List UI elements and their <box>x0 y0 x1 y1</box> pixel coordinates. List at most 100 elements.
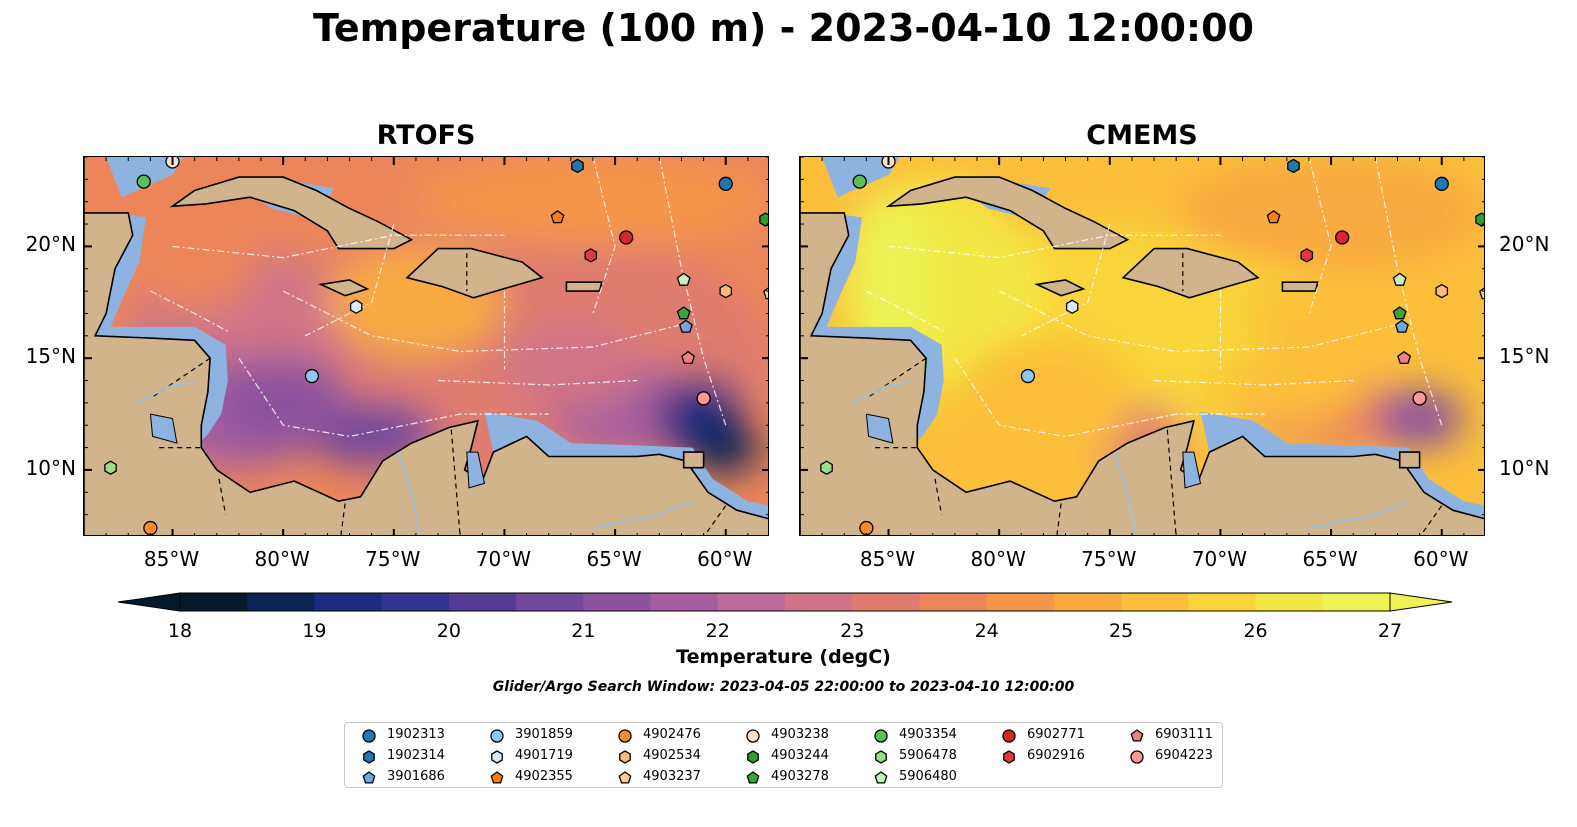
legend-marker-6902771 <box>1002 729 1016 743</box>
land <box>682 451 705 469</box>
colorbar-extend-low <box>117 592 181 612</box>
lake <box>149 413 178 444</box>
colorbar-tick-label: 19 <box>302 620 327 642</box>
colorbar-tick-label: 23 <box>840 620 865 642</box>
colorbar-tick-label: 22 <box>705 620 730 642</box>
colorbar-segment <box>1188 593 1257 611</box>
colorbar-segment <box>583 593 652 611</box>
land <box>169 176 414 250</box>
legend-label: 3901686 <box>387 769 445 784</box>
cmems-map <box>799 156 1485 536</box>
float-marker-4902534 <box>719 283 733 299</box>
float-marker-1902314 <box>1287 158 1300 174</box>
legend-marker-3901686 <box>362 771 376 784</box>
x-tick-label: 85°W <box>859 547 916 571</box>
country-border <box>1420 505 1443 535</box>
colorbar-tick-label: 27 <box>1377 620 1403 642</box>
river <box>1113 451 1137 535</box>
legend-label: 6904223 <box>1155 748 1213 763</box>
colorbar-label: Temperature (degC) <box>676 646 891 668</box>
float-marker-3901686 <box>678 319 693 333</box>
legend-marker-4903244 <box>747 750 759 764</box>
temperature-patch <box>954 335 1132 470</box>
x-tick-label: 70°W <box>1191 547 1248 571</box>
float-marker-4903354 <box>136 174 151 189</box>
shallow-water <box>811 212 944 444</box>
colorbar-segment <box>650 593 719 611</box>
lake <box>1182 451 1202 489</box>
legend-marker-3901859 <box>490 729 504 743</box>
maritime-boundary <box>172 234 505 259</box>
x-tick-label: 60°W <box>697 547 753 571</box>
legend-marker-4902355 <box>490 771 504 784</box>
legend-marker-6903111 <box>1130 729 1144 742</box>
legend-marker-1902313 <box>362 729 376 743</box>
legend-marker-4902534 <box>619 750 631 764</box>
maritime-boundary <box>1021 223 1111 337</box>
float-marker-3901859 <box>304 368 320 384</box>
search-window-note: Glider/Argo Search Window: 2023-04-05 22… <box>492 679 1075 695</box>
maritime-boundary <box>954 357 1265 438</box>
legend-label: 4902476 <box>643 727 701 742</box>
colorbar-tick-label: 18 <box>167 620 193 642</box>
legend-marker-4901719 <box>491 750 503 764</box>
colorbar-segment <box>448 593 517 611</box>
colorbar-tick-label: 26 <box>1243 620 1268 642</box>
panel-title-cmems: CMEMS <box>1086 120 1198 151</box>
land <box>318 279 370 297</box>
legend-label: 4903238 <box>771 727 829 742</box>
x-tick-label: 65°W <box>586 547 642 571</box>
maritime-boundary <box>658 157 727 426</box>
legend-label: 5906480 <box>899 769 957 784</box>
river <box>136 382 195 404</box>
x-tick-label: 80°W <box>970 547 1026 571</box>
legend-label: 5906478 <box>899 748 957 763</box>
colorbar-segment <box>986 593 1055 611</box>
float-marker-5906480 <box>676 272 691 286</box>
temperature-patch <box>216 358 350 448</box>
legend-marker-5906480 <box>874 771 888 784</box>
maritime-boundary <box>238 357 549 438</box>
country-border <box>150 357 211 399</box>
colorbar-segment <box>1322 593 1391 611</box>
float-marker-4903354 <box>852 174 867 189</box>
float-marker-4902355 <box>1266 210 1281 224</box>
country-border <box>704 505 727 535</box>
float-marker-6902916 <box>584 248 598 263</box>
colorbar-segment <box>785 593 853 611</box>
float-marker-6903111 <box>1397 350 1412 365</box>
legend-marker-6902916 <box>1003 750 1015 764</box>
legend-marker-4903278 <box>746 771 760 784</box>
temperature-patch <box>415 157 768 247</box>
colorbar-tick-label: 20 <box>436 620 461 642</box>
maritime-boundary <box>998 290 1398 353</box>
lake <box>466 451 486 489</box>
land <box>800 157 1484 535</box>
float-marker-5906478 <box>104 460 117 475</box>
float-marker-3901859 <box>1020 368 1036 384</box>
shallow-water <box>95 212 228 444</box>
maritime-boundary <box>150 290 229 332</box>
colorbar-segment <box>1121 593 1189 611</box>
legend-label: 1902314 <box>387 748 445 763</box>
land <box>1034 279 1086 297</box>
colorbar-tick-label: 21 <box>571 620 596 642</box>
legend-label: 4902355 <box>515 769 573 784</box>
y-tick-label-left: 10°N <box>25 455 76 480</box>
float-marker-1902314 <box>571 158 584 174</box>
x-tick-label: 60°W <box>1413 547 1469 571</box>
colorbar-segment <box>314 593 383 611</box>
country-border <box>218 478 227 515</box>
float-marker-6903111 <box>681 350 696 365</box>
temperature-patch <box>1375 389 1464 448</box>
maritime-boundary <box>888 234 1221 259</box>
float-marker-4902476 <box>143 520 158 535</box>
float-marker-1902313 <box>1434 176 1449 191</box>
figure-title: Temperature (100 m) - 2023-04-10 12:00:0… <box>312 6 1254 50</box>
legend-label: 1902313 <box>387 727 445 742</box>
x-tick-label: 75°W <box>365 547 421 571</box>
legend-label: 4901719 <box>515 748 573 763</box>
colorbar-tick-label: 25 <box>1109 620 1134 642</box>
float-marker-6902771 <box>619 230 634 245</box>
land <box>565 281 603 292</box>
